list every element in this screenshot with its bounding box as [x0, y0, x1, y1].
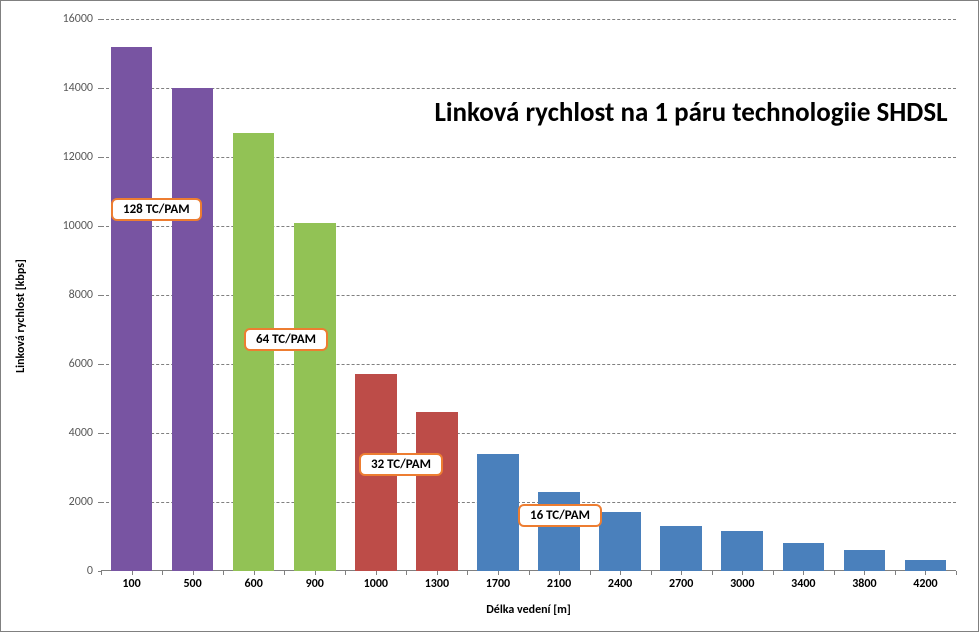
x-tick-mark — [590, 571, 591, 575]
y-tick-mark — [98, 157, 102, 158]
x-tick-mark — [895, 571, 896, 575]
x-tick-mark — [956, 571, 957, 575]
bar — [172, 88, 214, 571]
y-axis-label: Linková rychlost [kbps] — [14, 259, 28, 373]
x-tick-mark — [406, 571, 407, 575]
bar — [844, 550, 886, 571]
grid-line — [101, 295, 956, 296]
y-tick-mark — [98, 364, 102, 365]
bar — [416, 412, 458, 571]
x-tick-mark — [345, 571, 346, 575]
x-tick-label: 1300 — [425, 577, 449, 591]
x-tick-mark — [803, 571, 804, 575]
x-tick-mark — [712, 571, 713, 575]
x-tick-mark — [467, 571, 468, 575]
x-tick-mark — [437, 571, 438, 575]
x-tick-mark — [132, 571, 133, 575]
x-tick-mark — [620, 571, 621, 575]
bar — [294, 223, 336, 571]
chart-title: Linková rychlost na 1 páru technologiie … — [431, 97, 951, 129]
bar — [905, 560, 947, 571]
annotation-label: 16 TC/PAM — [518, 504, 602, 527]
x-tick-label: 3000 — [730, 577, 754, 591]
x-tick-label: 500 — [183, 577, 201, 591]
y-tick-mark — [98, 433, 102, 434]
x-tick-mark — [559, 571, 560, 575]
bar — [599, 512, 641, 571]
bar — [721, 531, 763, 571]
y-tick-label: 12000 — [43, 150, 93, 164]
x-tick-mark — [925, 571, 926, 575]
grid-line — [101, 157, 956, 158]
bar — [660, 526, 702, 571]
chart-container: Linková rychlost [kbps] Délka vedení [m]… — [0, 0, 979, 632]
y-tick-mark — [98, 88, 102, 89]
grid-line — [101, 19, 956, 20]
x-tick-label: 900 — [306, 577, 324, 591]
grid-line — [101, 226, 956, 227]
x-tick-mark — [773, 571, 774, 575]
x-tick-mark — [162, 571, 163, 575]
x-tick-label: 2100 — [547, 577, 571, 591]
x-tick-label: 600 — [245, 577, 263, 591]
x-tick-mark — [284, 571, 285, 575]
x-tick-mark — [101, 571, 102, 575]
x-tick-label: 1700 — [486, 577, 510, 591]
y-tick-mark — [98, 295, 102, 296]
y-tick-label: 6000 — [43, 357, 93, 371]
x-tick-mark — [834, 571, 835, 575]
y-tick-label: 0 — [43, 564, 93, 578]
x-tick-label: 2400 — [608, 577, 632, 591]
x-tick-label: 100 — [122, 577, 140, 591]
y-tick-label: 4000 — [43, 426, 93, 440]
grid-line — [101, 502, 956, 503]
x-tick-mark — [193, 571, 194, 575]
x-tick-label: 3400 — [791, 577, 815, 591]
y-tick-label: 2000 — [43, 495, 93, 509]
y-tick-label: 16000 — [43, 12, 93, 26]
annotation-label: 128 TC/PAM — [111, 198, 202, 221]
grid-line — [101, 433, 956, 434]
x-tick-label: 3800 — [852, 577, 876, 591]
x-tick-label: 2700 — [669, 577, 693, 591]
annotation-label: 32 TC/PAM — [359, 453, 443, 476]
y-tick-label: 8000 — [43, 288, 93, 302]
x-tick-mark — [254, 571, 255, 575]
x-tick-mark — [651, 571, 652, 575]
x-tick-mark — [223, 571, 224, 575]
x-tick-label: 1000 — [364, 577, 388, 591]
x-tick-mark — [529, 571, 530, 575]
y-tick-label: 14000 — [43, 81, 93, 95]
bar — [233, 133, 275, 571]
x-tick-mark — [864, 571, 865, 575]
bar — [111, 47, 153, 571]
x-tick-mark — [681, 571, 682, 575]
bar — [783, 543, 825, 571]
grid-line — [101, 88, 956, 89]
annotation-label: 64 TC/PAM — [244, 328, 328, 351]
y-tick-label: 10000 — [43, 219, 93, 233]
x-tick-mark — [742, 571, 743, 575]
y-tick-mark — [98, 19, 102, 20]
bar — [477, 454, 519, 571]
x-tick-mark — [315, 571, 316, 575]
x-tick-label: 4200 — [913, 577, 937, 591]
y-tick-mark — [98, 226, 102, 227]
y-tick-mark — [98, 502, 102, 503]
x-axis-label: Délka vedení [m] — [101, 603, 956, 617]
x-tick-mark — [376, 571, 377, 575]
x-tick-mark — [498, 571, 499, 575]
grid-line — [101, 364, 956, 365]
